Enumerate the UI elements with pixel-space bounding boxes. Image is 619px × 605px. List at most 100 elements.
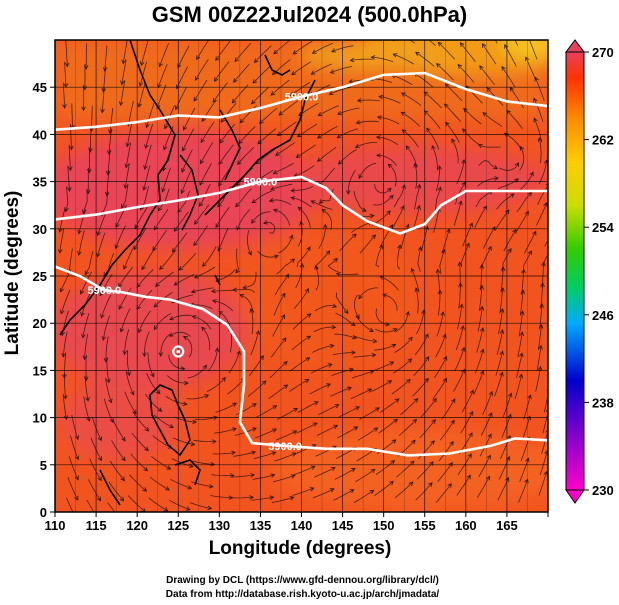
contour-lines: 5900.0 5900.0 5900.0 5900.0 bbox=[55, 71, 548, 457]
streamline-arrowhead bbox=[488, 412, 493, 418]
streamline-arrowhead bbox=[77, 229, 82, 235]
streamline bbox=[537, 183, 548, 205]
streamline-arrowhead bbox=[505, 476, 510, 482]
streamline-arrowhead bbox=[543, 470, 548, 476]
streamline-arrowhead bbox=[137, 102, 142, 108]
y-tick-label: 10 bbox=[33, 411, 47, 426]
streamline-arrowhead bbox=[430, 440, 435, 445]
streamline-arrowhead bbox=[101, 87, 107, 93]
streamline-arrowhead bbox=[350, 321, 356, 327]
streamline bbox=[499, 162, 519, 171]
streamline bbox=[437, 462, 453, 483]
streamline bbox=[83, 396, 90, 422]
streamline bbox=[228, 350, 240, 374]
streamline-arrowhead bbox=[394, 398, 400, 403]
streamline-arrowhead bbox=[118, 305, 123, 310]
streamline bbox=[436, 63, 454, 81]
streamline-arrowhead bbox=[275, 151, 280, 156]
streamline bbox=[414, 184, 420, 210]
streamline-arrowhead bbox=[208, 483, 214, 489]
streamline-arrowhead bbox=[182, 401, 188, 407]
streamline-arrowhead bbox=[519, 310, 525, 316]
streamline-arrowhead bbox=[424, 356, 430, 361]
streamline bbox=[277, 121, 297, 136]
streamline bbox=[518, 311, 523, 337]
streamline-arrowhead bbox=[270, 473, 276, 478]
streamline-arrowhead bbox=[201, 117, 206, 122]
streamline bbox=[474, 206, 487, 229]
streamline bbox=[136, 289, 153, 310]
streamline-arrowhead bbox=[252, 79, 258, 84]
contour-label: 5900.0 bbox=[268, 441, 302, 453]
streamline-arrowhead bbox=[271, 451, 277, 456]
streamline bbox=[124, 391, 137, 414]
streamline bbox=[254, 45, 272, 63]
streamline-arrowhead bbox=[175, 84, 181, 90]
streamline-arrowhead bbox=[481, 43, 487, 48]
streamline-arrowhead bbox=[461, 368, 466, 374]
streamline bbox=[417, 247, 422, 272]
streamline-arrowhead bbox=[395, 32, 399, 36]
streamline bbox=[313, 326, 336, 333]
streamline-arrowhead bbox=[158, 265, 164, 270]
streamline-arrowhead bbox=[449, 440, 454, 446]
streamline bbox=[535, 202, 547, 226]
streamline-arrowhead bbox=[493, 165, 499, 170]
streamline-arrowhead bbox=[96, 231, 101, 237]
streamline bbox=[297, 123, 318, 138]
contour-5900-line bbox=[55, 265, 548, 457]
x-axis: 110 115 120 125 130 135 140 145 150 155 160 165 bbox=[45, 512, 549, 533]
streamline bbox=[338, 149, 357, 165]
streamline-arrowhead bbox=[74, 435, 80, 441]
streamline bbox=[230, 496, 254, 499]
streamline bbox=[169, 331, 191, 337]
streamline-arrowhead bbox=[369, 489, 375, 495]
streamline bbox=[257, 128, 277, 145]
streamline-arrowhead bbox=[391, 439, 397, 444]
streamline bbox=[397, 245, 401, 270]
streamline-arrowhead bbox=[97, 456, 102, 462]
streamline bbox=[210, 495, 233, 499]
streamline-arrowhead bbox=[109, 418, 114, 424]
streamline bbox=[109, 460, 125, 481]
streamline bbox=[190, 304, 213, 309]
streamline bbox=[120, 80, 126, 106]
cyclone-center-marker bbox=[172, 345, 185, 358]
streamline-arrowhead bbox=[235, 202, 240, 208]
streamline-arrowhead bbox=[273, 254, 279, 259]
streamline bbox=[335, 292, 349, 314]
streamline-arrowhead bbox=[236, 225, 241, 231]
streamline-arrowhead bbox=[313, 401, 319, 406]
streamline-arrowhead bbox=[499, 350, 505, 356]
streamline-arrowhead bbox=[282, 360, 288, 366]
streamline-arrowhead bbox=[509, 86, 515, 92]
streamline bbox=[456, 159, 465, 185]
streamline bbox=[102, 315, 110, 341]
streamline-arrowhead bbox=[391, 343, 397, 348]
streamline-arrowhead bbox=[355, 120, 361, 125]
streamline bbox=[89, 458, 102, 481]
streamline bbox=[496, 193, 515, 210]
streamline bbox=[251, 496, 274, 501]
coastlines bbox=[59, 40, 316, 506]
streamline bbox=[84, 334, 89, 360]
contour-label: 5900.0 bbox=[87, 285, 121, 297]
streamline bbox=[99, 273, 113, 296]
streamline bbox=[520, 437, 530, 462]
streamline-arrowhead bbox=[69, 145, 74, 151]
streamline-arrowhead bbox=[177, 63, 182, 69]
streamline-arrowhead bbox=[177, 208, 182, 214]
streamline bbox=[183, 107, 196, 130]
streamline bbox=[412, 378, 429, 397]
streamline bbox=[317, 146, 337, 162]
streamline-arrowhead bbox=[463, 107, 468, 113]
streamline-arrowhead bbox=[118, 101, 124, 107]
streamline-arrowhead bbox=[435, 63, 441, 68]
streamline-arrowhead bbox=[524, 478, 529, 484]
streamline-arrowhead bbox=[423, 110, 429, 115]
streamline-arrowhead bbox=[346, 190, 351, 195]
streamline-arrowhead bbox=[545, 182, 548, 186]
streamline bbox=[239, 294, 254, 314]
streamline bbox=[356, 120, 379, 124]
streamline-arrowhead bbox=[138, 81, 144, 87]
